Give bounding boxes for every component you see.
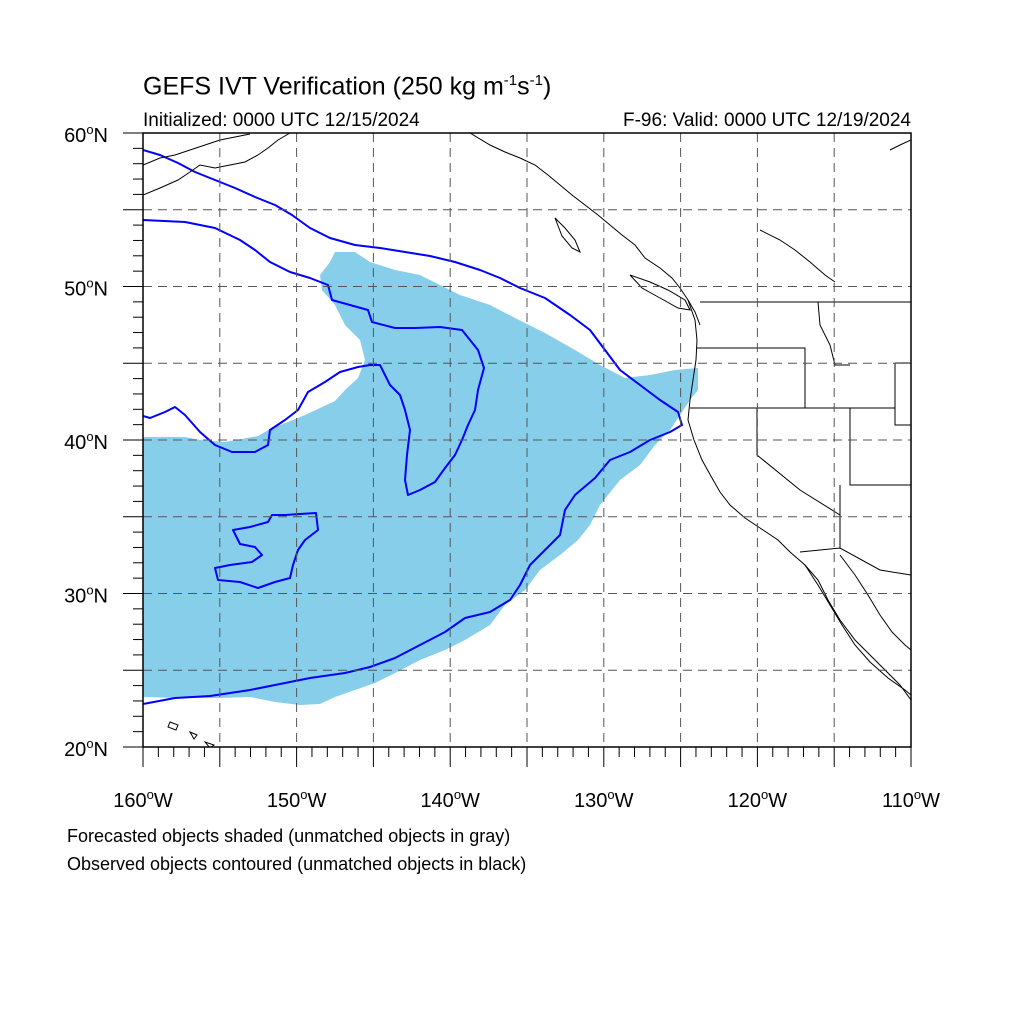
map-title: GEFS IVT Verification (250 kg m-1s-1) — [143, 72, 552, 101]
state-border-wy — [894, 362, 911, 426]
state-border-id-mt — [817, 301, 850, 366]
forecast-ivt-object — [143, 252, 698, 705]
lat-label: 60oN — [64, 122, 108, 147]
lon-label: 160oW — [113, 787, 173, 812]
baja-coast — [804, 564, 911, 696]
lat-label: 50oN — [64, 276, 108, 301]
lat-tick-labels: 60oN 50oN 40oN 30oN 20oN — [64, 122, 108, 761]
forecast-note: Forecasted objects shaded (unmatched obj… — [67, 826, 511, 846]
state-border-ut — [849, 408, 911, 486]
graticule — [143, 133, 911, 747]
island-coast — [554, 217, 581, 254]
state-border-wa-or — [697, 347, 806, 408]
us-west-coast — [687, 299, 911, 701]
observed-contour-north — [143, 219, 485, 496]
valid-time: F-96: Valid: 0000 UTC 12/19/2024 — [623, 110, 911, 131]
border-us-mexico — [799, 547, 911, 576]
lon-label: 110oW — [882, 787, 940, 812]
observed-ivt-contours — [143, 149, 683, 705]
bc-coast — [469, 133, 701, 326]
observed-note: Observed objects contoured (unmatched ob… — [67, 854, 527, 874]
hawaii-islands — [167, 721, 216, 747]
lon-tick-labels: 160oW 150oW 140oW 130oW 120oW 110oW — [113, 787, 940, 812]
alaska-coast — [143, 133, 291, 196]
lat-label: 30oN — [64, 583, 108, 608]
lat-label: 40oN — [64, 429, 108, 454]
observed-contour-main — [143, 149, 683, 705]
state-border-nv — [756, 408, 841, 516]
lon-label: 130oW — [574, 787, 634, 812]
initialized-time: Initialized: 0000 UTC 12/15/2024 — [143, 110, 420, 131]
canada-coast — [759, 229, 836, 283]
coastlines — [143, 133, 911, 747]
vancouver-island — [629, 274, 691, 311]
lon-label: 140oW — [420, 787, 480, 812]
lon-label: 150oW — [267, 787, 327, 812]
observed-contour-small — [214, 512, 319, 589]
canada-coast-ne — [889, 139, 911, 151]
gulf-coast — [839, 554, 911, 651]
alaska-coast-north — [143, 133, 251, 166]
axis-ticks — [123, 132, 912, 767]
lat-label: 20oN — [64, 736, 108, 761]
lon-label: 120oW — [728, 787, 788, 812]
